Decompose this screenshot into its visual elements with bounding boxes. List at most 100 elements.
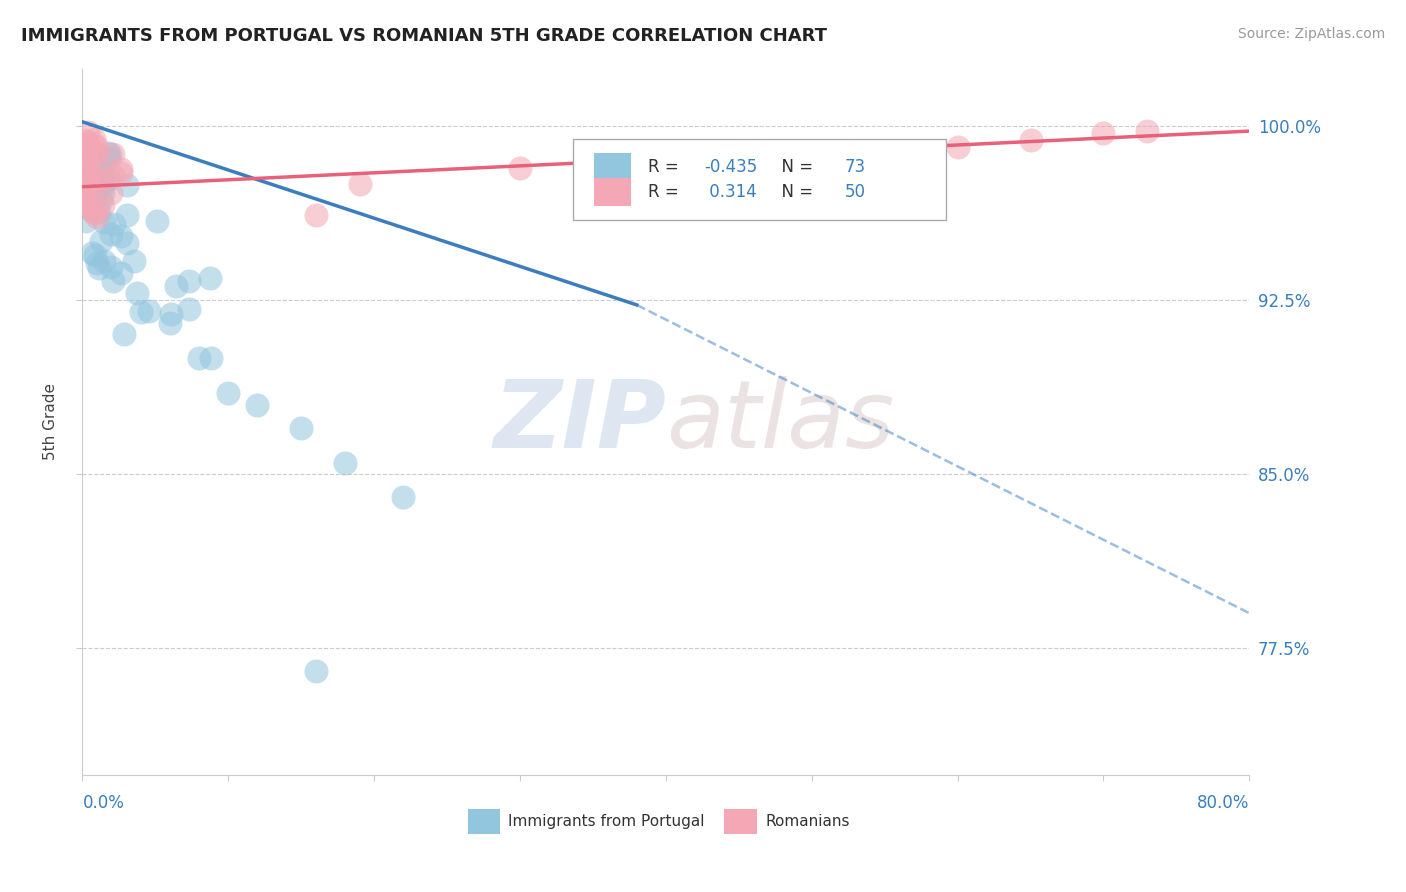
Point bbox=[77, 178, 100, 192]
Point bbox=[305, 664, 328, 678]
Point bbox=[127, 285, 149, 300]
Point bbox=[77, 172, 100, 186]
Point bbox=[76, 135, 98, 149]
Point bbox=[73, 156, 96, 170]
Point bbox=[76, 143, 98, 157]
Point bbox=[333, 456, 356, 470]
Point bbox=[100, 260, 122, 274]
Text: R =: R = bbox=[648, 183, 685, 202]
Point bbox=[86, 183, 108, 197]
Bar bbox=[593, 178, 631, 206]
Point bbox=[946, 140, 969, 154]
Text: N =: N = bbox=[770, 183, 818, 202]
Point bbox=[75, 160, 97, 174]
Point bbox=[86, 210, 108, 224]
Point bbox=[110, 166, 132, 180]
Point bbox=[75, 146, 97, 161]
Point bbox=[87, 172, 110, 186]
Text: Romanians: Romanians bbox=[765, 814, 849, 829]
Point bbox=[84, 248, 107, 262]
Point bbox=[73, 132, 96, 146]
Point bbox=[117, 178, 139, 192]
Text: 50: 50 bbox=[845, 183, 866, 202]
Point bbox=[82, 136, 104, 151]
Point bbox=[73, 179, 96, 194]
Point bbox=[90, 171, 112, 186]
Point bbox=[75, 177, 97, 191]
Point bbox=[91, 178, 114, 193]
Point bbox=[73, 178, 96, 193]
Point bbox=[122, 254, 145, 268]
Point bbox=[75, 200, 97, 214]
Point bbox=[117, 208, 139, 222]
Text: R =: R = bbox=[648, 159, 685, 177]
Point bbox=[188, 351, 211, 366]
Point bbox=[115, 235, 138, 250]
Point bbox=[77, 201, 100, 215]
Point bbox=[655, 159, 678, 173]
Point bbox=[86, 256, 108, 270]
Point bbox=[82, 246, 104, 260]
Point bbox=[145, 214, 167, 228]
Point bbox=[75, 193, 97, 207]
Point bbox=[79, 148, 101, 162]
Point bbox=[77, 148, 100, 162]
Point bbox=[87, 205, 110, 219]
Text: N =: N = bbox=[770, 159, 818, 177]
Point bbox=[112, 327, 135, 342]
Point bbox=[160, 307, 183, 321]
Text: Immigrants from Portugal: Immigrants from Portugal bbox=[509, 814, 704, 829]
Point bbox=[76, 164, 98, 178]
Point bbox=[103, 147, 125, 161]
Point bbox=[86, 178, 108, 193]
Point bbox=[76, 187, 98, 202]
Point bbox=[217, 386, 239, 401]
Point bbox=[73, 191, 96, 205]
Point bbox=[290, 421, 312, 435]
Point bbox=[73, 176, 96, 190]
Point bbox=[509, 161, 531, 176]
Point bbox=[77, 169, 100, 183]
Point bbox=[138, 304, 160, 318]
Point bbox=[84, 146, 107, 161]
Point bbox=[101, 274, 124, 288]
Point bbox=[75, 178, 97, 193]
Text: 80.0%: 80.0% bbox=[1197, 794, 1250, 812]
Point bbox=[77, 190, 100, 204]
Text: Source: ZipAtlas.com: Source: ZipAtlas.com bbox=[1237, 27, 1385, 41]
Bar bbox=[724, 809, 756, 834]
Point bbox=[76, 125, 98, 139]
Point bbox=[97, 151, 120, 165]
Point bbox=[75, 169, 97, 183]
Point bbox=[1136, 124, 1159, 138]
Text: ZIP: ZIP bbox=[494, 376, 666, 468]
Point bbox=[179, 301, 201, 316]
Point bbox=[87, 161, 110, 176]
Point bbox=[101, 168, 124, 182]
Point bbox=[159, 317, 181, 331]
Point bbox=[82, 184, 104, 198]
Point bbox=[77, 154, 100, 169]
Text: 0.0%: 0.0% bbox=[83, 794, 124, 812]
Point bbox=[392, 490, 415, 504]
Point bbox=[177, 274, 200, 288]
Point bbox=[90, 166, 112, 180]
Point bbox=[84, 145, 107, 160]
Point bbox=[110, 229, 132, 244]
Point bbox=[86, 140, 108, 154]
Point bbox=[165, 278, 187, 293]
Text: -0.435: -0.435 bbox=[704, 159, 758, 177]
Point bbox=[129, 305, 152, 319]
Point bbox=[1019, 133, 1042, 147]
Point bbox=[91, 186, 114, 200]
Point bbox=[103, 217, 125, 231]
Point bbox=[75, 214, 97, 228]
Point bbox=[93, 254, 115, 268]
Point bbox=[83, 205, 105, 219]
Point bbox=[97, 145, 120, 160]
Point bbox=[110, 162, 132, 177]
Point bbox=[100, 186, 122, 200]
Point bbox=[100, 227, 122, 242]
Point bbox=[75, 196, 97, 211]
Point bbox=[87, 175, 110, 189]
